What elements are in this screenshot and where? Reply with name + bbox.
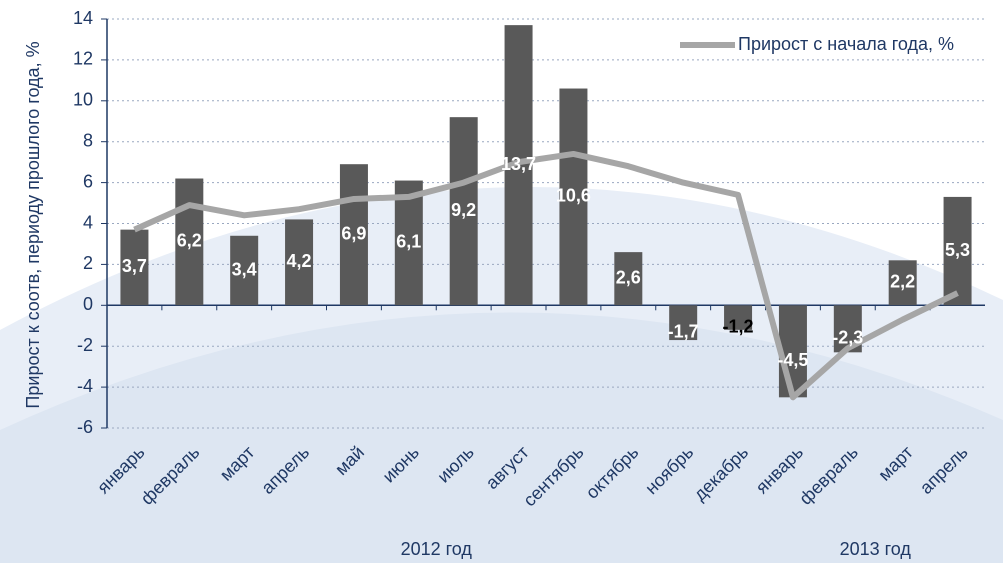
- data-label: 10,6: [556, 186, 591, 206]
- bar: [778, 305, 807, 398]
- bar: [614, 252, 643, 306]
- y-tick-label: -6: [77, 417, 93, 437]
- data-label: 3,7: [122, 256, 147, 276]
- data-label: 9,2: [451, 200, 476, 220]
- data-label: -2,3: [832, 328, 863, 348]
- y-tick-label: 12: [73, 49, 93, 69]
- data-label: 5,3: [945, 240, 970, 260]
- bar: [394, 180, 423, 306]
- y-axis-label: Прирост к соотв, периоду прошлого года, …: [23, 41, 43, 408]
- data-label: -1,2: [723, 316, 754, 336]
- y-tick-label: -4: [77, 376, 93, 396]
- y-tick-label: 14: [73, 8, 93, 28]
- bar: [724, 305, 753, 330]
- line: [133, 150, 959, 401]
- data-label: 6,9: [341, 223, 366, 243]
- bar: [230, 235, 259, 306]
- group-label: 2013 год: [840, 539, 912, 559]
- backdrop: [0, 312, 1003, 563]
- y-tick-label: -2: [77, 335, 93, 355]
- data-label: 4,2: [287, 251, 312, 271]
- y-tick-label: 6: [83, 171, 93, 191]
- data-label: -4,5: [777, 350, 808, 370]
- y-tick-label: 2: [83, 253, 93, 273]
- y-tick-label: 4: [83, 212, 93, 232]
- data-label: 2,6: [616, 267, 641, 287]
- data-label: 2,2: [890, 272, 915, 292]
- data-label: 6,2: [177, 231, 202, 251]
- y-tick-label: 8: [83, 130, 93, 150]
- data-label: 6,1: [396, 232, 421, 252]
- bar: [120, 229, 149, 306]
- bar: [559, 88, 588, 306]
- y-tick-label: 0: [83, 294, 93, 314]
- bar: [175, 178, 204, 306]
- data-label: 3,4: [232, 259, 257, 279]
- bar: [669, 305, 698, 341]
- bar: [943, 196, 972, 306]
- group-label: 2012 год: [401, 539, 473, 559]
- bar: [449, 117, 478, 306]
- bar: [888, 260, 917, 306]
- bar: [285, 219, 314, 306]
- bar: [339, 164, 368, 306]
- legend-label: Прирост с начала года, %: [738, 34, 954, 54]
- data-label: 13,7: [501, 154, 536, 174]
- data-label: -1,7: [668, 321, 699, 341]
- y-tick-label: 10: [73, 90, 93, 110]
